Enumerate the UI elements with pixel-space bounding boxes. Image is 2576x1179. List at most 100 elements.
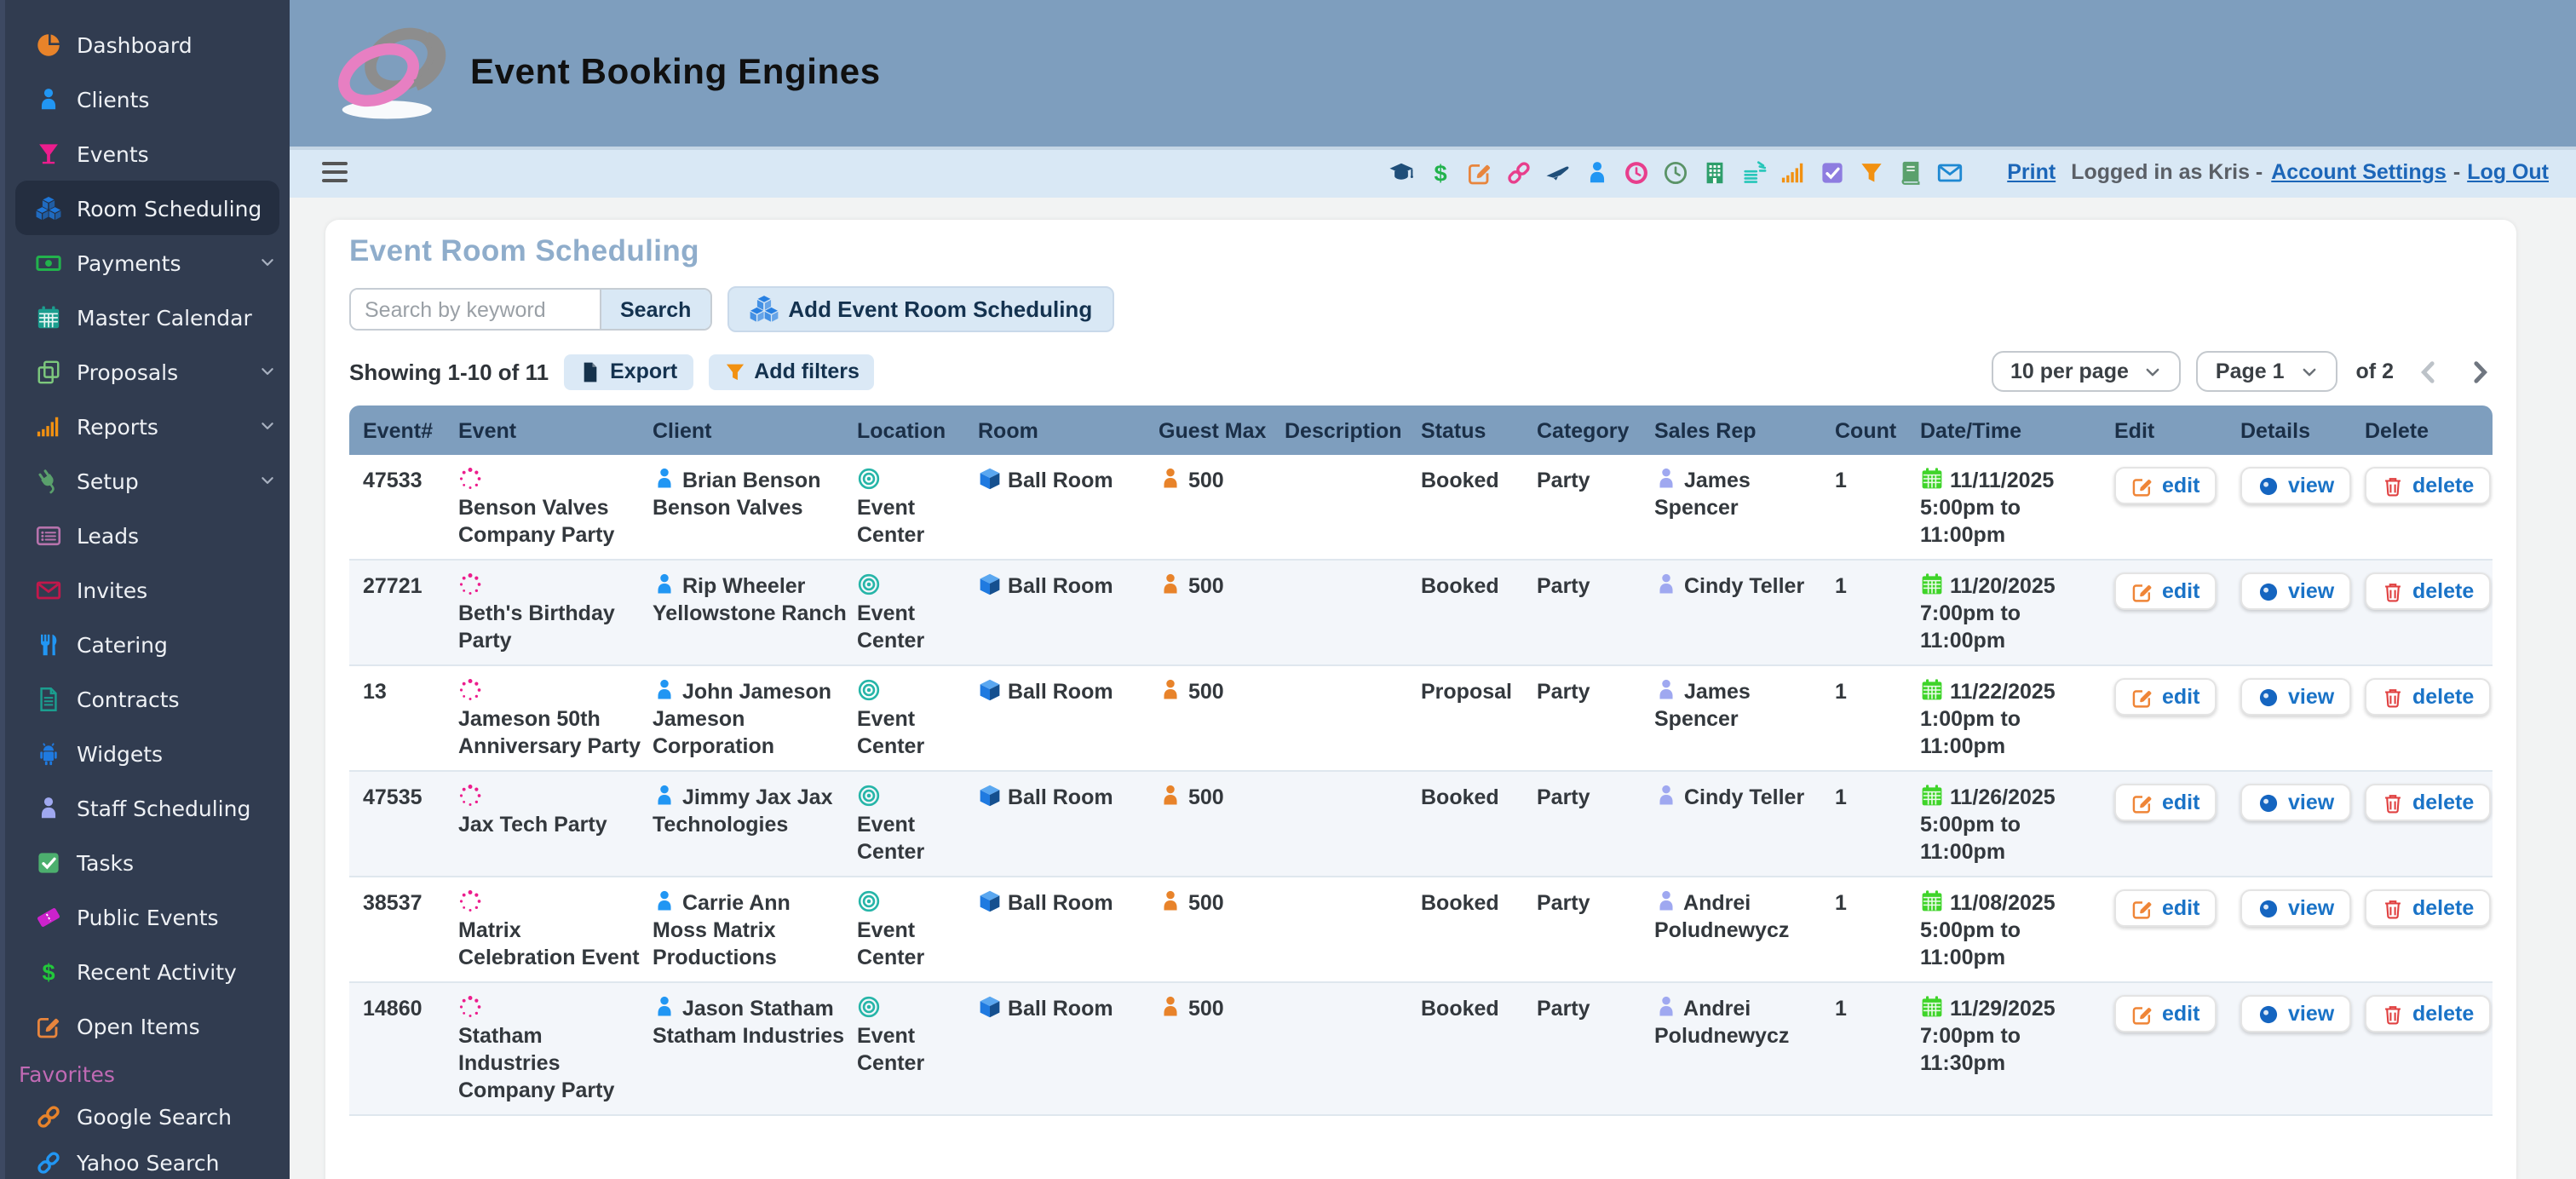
sidebar-item-tasks[interactable]: Tasks (5, 835, 290, 889)
cell-sales-rep: Andrei Poludnewycz (1654, 983, 1835, 1116)
delete-button[interactable]: delete (2365, 784, 2492, 821)
ticket-icon (36, 904, 61, 929)
sidebar-item-dashboard[interactable]: Dashboard (5, 17, 290, 72)
sidebar-item-events[interactable]: Events (5, 126, 290, 181)
cell-sales-rep: Andrei Poludnewycz (1654, 877, 1835, 983)
next-page-icon[interactable] (2467, 359, 2493, 384)
edit-button[interactable]: edit (2114, 678, 2217, 716)
edit-button[interactable]: edit (2114, 784, 2217, 821)
add-filters-button[interactable]: Add filters (708, 354, 875, 389)
edit-button[interactable]: edit (2114, 889, 2217, 927)
sidebar-item-clients[interactable]: Clients (5, 72, 290, 126)
sidebar-item-leads[interactable]: Leads (5, 508, 290, 562)
sidebar-item-payments[interactable]: Payments (5, 235, 290, 290)
cell-status: Booked (1421, 455, 1537, 561)
search-input[interactable] (351, 290, 600, 329)
chevron-down-icon (2300, 362, 2319, 381)
per-page-select[interactable]: 10 per page (1991, 351, 2182, 392)
col-location: Location (857, 405, 978, 455)
cell-location: Event Center (857, 561, 978, 666)
print-link[interactable]: Print (2007, 160, 2056, 184)
delete-trash-icon (2382, 474, 2404, 497)
envelope-icon[interactable] (1937, 159, 1963, 185)
edit-square-icon[interactable] (1467, 159, 1492, 185)
clock-green-icon[interactable] (1663, 159, 1688, 185)
edit-pencil-icon (2131, 897, 2153, 919)
sidebar-item-master-calendar[interactable]: Master Calendar (5, 290, 290, 344)
stack-icon[interactable] (1741, 159, 1767, 185)
sidebar-item-contracts[interactable]: Contracts (5, 671, 290, 726)
edit-button[interactable]: edit (2114, 467, 2217, 504)
person-icon[interactable] (1584, 159, 1610, 185)
sidebar-item-recent-activity[interactable]: $ Recent Activity (5, 944, 290, 998)
col-status: Status (1421, 405, 1537, 455)
add-event-room-scheduling-button[interactable]: Add Event Room Scheduling (727, 286, 1115, 332)
delete-trash-icon (2382, 791, 2404, 814)
previous-page-icon[interactable] (2416, 359, 2441, 384)
view-button[interactable]: view (2240, 467, 2352, 504)
building-icon[interactable] (1702, 159, 1728, 185)
sidebar-item-room-scheduling[interactable]: Room Scheduling (15, 181, 279, 235)
view-button[interactable]: view (2240, 995, 2352, 1032)
search-button[interactable]: Search (600, 290, 710, 329)
delete-button[interactable]: delete (2365, 678, 2492, 716)
delete-button[interactable]: delete (2365, 467, 2492, 504)
robot-icon (36, 740, 61, 766)
sidebar-item-setup[interactable]: Setup (5, 453, 290, 508)
view-button[interactable]: view (2240, 889, 2352, 927)
clock-pink-icon[interactable] (1624, 159, 1649, 185)
person-icon (36, 86, 61, 112)
sidebar-item-invites[interactable]: Invites (5, 562, 290, 617)
sidebar-item-public-events[interactable]: Public Events (5, 889, 290, 944)
cell-delete: delete (2365, 455, 2493, 561)
sidebar-item-google-search[interactable]: Google Search (5, 1094, 290, 1140)
book-icon[interactable] (1898, 159, 1923, 185)
cell-date-time: 11/29/2025 7:00pm to 11:30pm (1920, 983, 2114, 1116)
link-icon[interactable] (1506, 159, 1532, 185)
delete-button[interactable]: delete (2365, 572, 2492, 610)
calendar-icon (1920, 678, 1944, 702)
jet-icon[interactable] (1545, 159, 1571, 185)
check-square-icon[interactable] (1820, 159, 1845, 185)
view-button[interactable]: view (2240, 784, 2352, 821)
logout-link[interactable]: Log Out (2467, 160, 2549, 184)
sidebar-item-reports[interactable]: Reports (5, 399, 290, 453)
utensils-icon (36, 631, 61, 657)
guest-person-icon (1159, 467, 1182, 491)
cell-details: view (2240, 983, 2365, 1116)
svg-text:$: $ (1435, 159, 1447, 185)
sidebar-item-staff-scheduling[interactable]: Staff Scheduling (5, 780, 290, 835)
edit-pencil-icon (2131, 686, 2153, 708)
sidebar-item-catering[interactable]: Catering (5, 617, 290, 671)
cell-sales-rep: Cindy Teller (1654, 772, 1835, 877)
export-button[interactable]: Export (564, 354, 693, 389)
bar-chart-icon[interactable] (1780, 159, 1806, 185)
sidebar-item-label: Payments (77, 250, 181, 275)
delete-button[interactable]: delete (2365, 995, 2492, 1032)
dollar-icon[interactable]: $ (1428, 159, 1453, 185)
graduation-cap-icon[interactable] (1389, 159, 1414, 185)
menu-hamburger-icon[interactable] (322, 162, 348, 182)
meta-row: Showing 1-10 of 11 Export Add filters 10… (349, 351, 2493, 392)
view-button[interactable]: view (2240, 572, 2352, 610)
sidebar-item-proposals[interactable]: Proposals (5, 344, 290, 399)
cell-event: Jax Tech Party (458, 772, 653, 877)
room-cube-icon (978, 678, 1002, 702)
edit-button[interactable]: edit (2114, 995, 2217, 1032)
svg-text:$: $ (42, 958, 55, 984)
account-settings-link[interactable]: Account Settings (2271, 160, 2447, 184)
funnel-icon[interactable] (1859, 159, 1884, 185)
sidebar-item-yahoo-search[interactable]: Yahoo Search (5, 1140, 290, 1179)
sidebar-item-widgets[interactable]: Widgets (5, 726, 290, 780)
col-category: Category (1537, 405, 1654, 455)
banknote-icon (36, 250, 61, 275)
view-button[interactable]: view (2240, 678, 2352, 716)
page-select[interactable]: Page 1 (2196, 351, 2337, 392)
location-target-icon (857, 467, 881, 491)
edit-button[interactable]: edit (2114, 572, 2217, 610)
plug-icon (36, 468, 61, 493)
delete-button[interactable]: delete (2365, 889, 2492, 927)
sidebar-item-open-items[interactable]: Open Items (5, 998, 290, 1053)
link-icon (36, 1104, 61, 1130)
